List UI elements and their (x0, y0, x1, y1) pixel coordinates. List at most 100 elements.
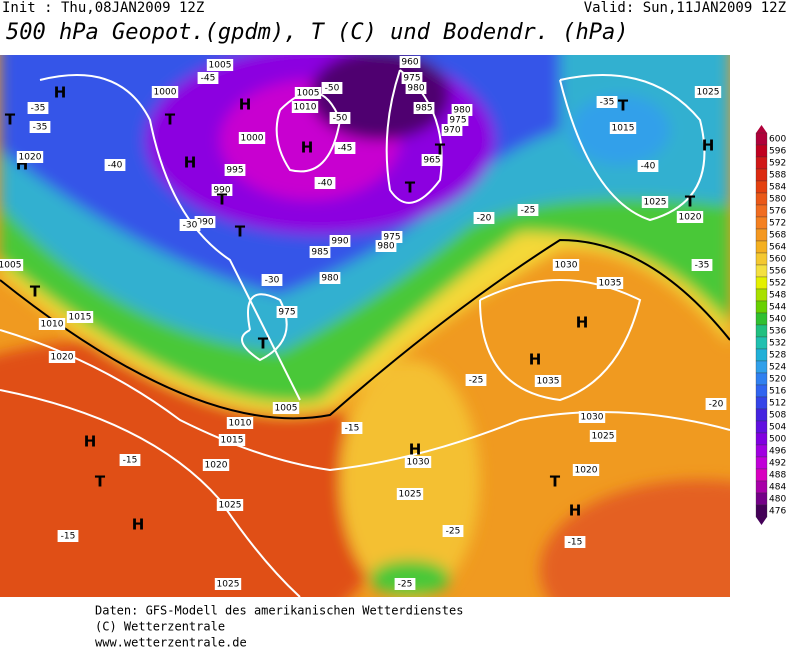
colorbar-swatch (755, 240, 768, 254)
pressure-center: H (184, 154, 197, 172)
label-box (119, 454, 141, 466)
contour-label: 965 (423, 156, 440, 166)
label-box (294, 87, 322, 99)
pressure-center: T (435, 141, 446, 159)
label-box (27, 102, 49, 114)
colorbar-swatch (755, 372, 768, 386)
contour-label: -15 (61, 532, 76, 542)
colorbar-swatch (755, 456, 768, 470)
contour-label: -45 (201, 74, 216, 84)
colorbar-swatch (755, 312, 768, 326)
contour-label: 990 (213, 186, 230, 196)
pressure-center: H (529, 351, 542, 369)
contour-label: -35 (33, 123, 48, 133)
contour-label: -40 (108, 161, 123, 171)
colorbar-label: 560 (769, 255, 786, 265)
footer-line: (C) Wetterzentrale (95, 620, 225, 634)
contour-label: 1005 (297, 89, 320, 99)
pressure-center: H (569, 502, 582, 520)
colorbar-swatch (755, 384, 768, 398)
contour-label: -35 (600, 98, 615, 108)
contour-label: -35 (695, 261, 710, 271)
contour-label: 1000 (241, 134, 264, 144)
colorbar-label: 588 (769, 171, 786, 181)
colorbar-label: 528 (769, 351, 786, 361)
label-box (314, 177, 336, 189)
label-box (38, 318, 66, 330)
label-box (564, 536, 586, 548)
label-box (404, 456, 432, 468)
label-box (0, 259, 24, 271)
contour-label: 1010 (41, 320, 64, 330)
label-box (609, 122, 637, 134)
colorbar-cap (756, 125, 767, 133)
colorbar-label: 548 (769, 291, 786, 301)
contour-label: -20 (477, 214, 492, 224)
colorbar-label: 596 (769, 147, 786, 157)
contour-label: 1035 (537, 377, 560, 387)
pressure-center: T (258, 335, 269, 353)
label-box (451, 104, 473, 116)
contour-label: 990 (331, 237, 348, 247)
contour-label: 995 (226, 166, 243, 176)
label-box (473, 212, 495, 224)
label-box (272, 402, 300, 414)
contour-label: -15 (345, 424, 360, 434)
contour-label: 1025 (697, 88, 720, 98)
label-box (596, 277, 624, 289)
contour-label: 975 (449, 116, 466, 126)
colorbar-label: 568 (769, 231, 786, 241)
pressure-center: T (235, 223, 246, 241)
label-box (441, 124, 463, 136)
contour-label: -25 (446, 527, 461, 537)
contour-label: 1025 (592, 432, 615, 442)
colorbar-swatch (755, 492, 768, 506)
colorbar-swatch (755, 336, 768, 350)
pressure-center: T (165, 111, 176, 129)
contour-label: 1005 (0, 261, 21, 271)
pressure-center: T (217, 191, 228, 209)
colorbar-label: 544 (769, 303, 786, 313)
contour-label: -15 (568, 538, 583, 548)
pressure-center: H (409, 441, 422, 459)
colorbar-label: 500 (769, 435, 786, 445)
contour-label: 1035 (599, 279, 622, 289)
colorbar-swatch (755, 468, 768, 482)
contour-label: 1020 (575, 466, 598, 476)
colorbar-swatch (755, 432, 768, 446)
contour-label: -15 (123, 456, 138, 466)
contour-label: 1025 (217, 580, 240, 590)
colorbar-swatch (755, 360, 768, 374)
colorbar-label: 540 (769, 315, 786, 325)
label-box (104, 159, 126, 171)
label-box (691, 259, 713, 271)
label-box (214, 578, 242, 590)
colorbar-swatch (755, 408, 768, 422)
contour-label: 1025 (399, 490, 422, 500)
contour-label: 1005 (209, 61, 232, 71)
contour-label: 1025 (219, 501, 242, 511)
contour-label: 1030 (407, 458, 430, 468)
colorbar-label: 572 (769, 219, 786, 229)
valid-time: Valid: Sun,11JAN2009 12Z (584, 0, 786, 16)
contour-label: 960 (401, 58, 418, 68)
pressure-center: T (30, 283, 41, 301)
colorbar-swatch (755, 192, 768, 206)
pressure-center: H (132, 516, 145, 534)
contour-label: -40 (318, 179, 333, 189)
label-box (413, 102, 435, 114)
colorbar-swatch (755, 480, 768, 494)
colorbar-label: 516 (769, 387, 786, 397)
label-box (291, 101, 319, 113)
colorbar-swatch (755, 420, 768, 434)
colorbar-label: 564 (769, 243, 786, 253)
label-box (261, 274, 283, 286)
colorbar-swatch (755, 504, 768, 518)
label-box (676, 211, 704, 223)
colorbar-label: 508 (769, 411, 786, 421)
colorbar-swatch (755, 216, 768, 230)
pressure-center: T (618, 97, 629, 115)
label-box (375, 240, 397, 252)
pressure-center: H (84, 433, 97, 451)
